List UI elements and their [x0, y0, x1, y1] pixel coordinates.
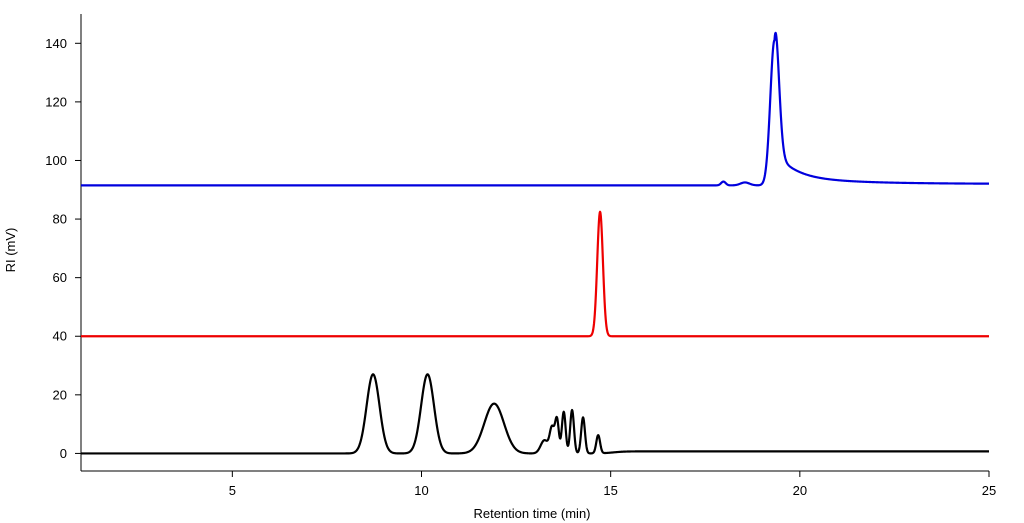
x-tick-label: 15: [603, 483, 617, 498]
series-line-2: [80, 210, 990, 338]
y-tick-label: 40: [53, 329, 67, 344]
y-tick-label: 140: [45, 36, 67, 51]
x-tick-label: 20: [793, 483, 807, 498]
axes: 5 10 15 20 25 0 20 40 60 80 100 120 140: [45, 14, 996, 498]
y-tick-label: 20: [53, 387, 67, 402]
y-tick-label: 0: [60, 446, 67, 461]
y-tick-label: 80: [53, 212, 67, 227]
series-group: [80, 31, 990, 455]
x-tick-label: 25: [982, 483, 996, 498]
x-tick-label: 5: [229, 483, 236, 498]
y-tick-label: 60: [53, 270, 67, 285]
y-axis-label: RI (mV): [3, 228, 18, 273]
x-axis-label: Retention time (min): [473, 506, 590, 521]
x-tick-label: 10: [414, 483, 428, 498]
series-line-3: [80, 373, 990, 455]
series-line-1: [80, 31, 990, 187]
y-tick-label: 120: [45, 94, 67, 109]
y-tick-label: 100: [45, 153, 67, 168]
